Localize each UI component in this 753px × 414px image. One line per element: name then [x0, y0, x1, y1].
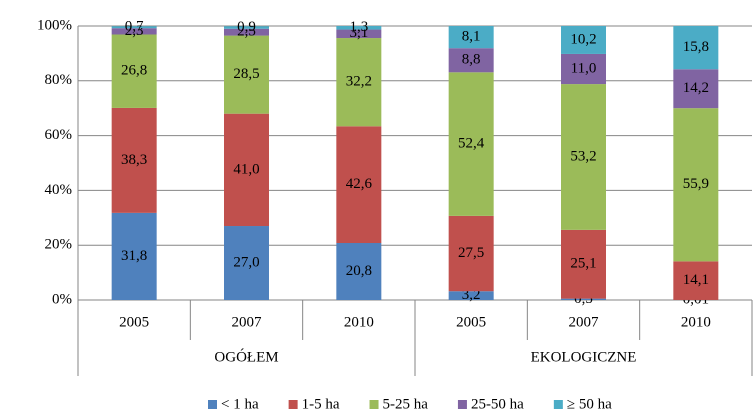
- value-label: 41,0: [233, 161, 259, 177]
- value-label: 10,2: [570, 31, 596, 47]
- value-label: 26,8: [121, 63, 147, 79]
- value-label: 42,6: [346, 176, 373, 192]
- bar-segment: [224, 26, 269, 29]
- legend-label: 25-50 ha: [471, 396, 524, 412]
- value-label: 38,3: [121, 152, 147, 168]
- legend-swatch: [208, 400, 217, 409]
- value-label: 0,9: [237, 19, 256, 35]
- value-label: 31,8: [121, 248, 147, 264]
- bar-segment: [561, 298, 606, 300]
- y-tick-label: 40%: [45, 182, 73, 198]
- bar-segment: [336, 126, 382, 244]
- value-label: 25,1: [570, 256, 596, 272]
- bar-segment: [561, 26, 606, 54]
- bar-segment: [561, 229, 606, 299]
- legend-label: 1-5 ha: [302, 396, 340, 412]
- bar-segment: [673, 261, 719, 300]
- y-tick-label: 80%: [45, 72, 73, 88]
- bar-segment: [448, 291, 494, 300]
- value-label: 15,8: [683, 39, 709, 55]
- value-label: 27,5: [458, 245, 484, 261]
- legend-swatch: [457, 400, 467, 409]
- x-tick-label: 2010: [681, 314, 711, 330]
- value-label: 14,1: [683, 272, 709, 288]
- legend-swatch: [288, 400, 298, 409]
- bar-segment: [111, 34, 157, 108]
- value-label: 8,8: [462, 52, 481, 68]
- value-label: 0,7: [125, 19, 144, 35]
- bar-segment: [561, 84, 606, 230]
- bar-segment: [224, 28, 269, 36]
- value-label: 52,4: [458, 136, 485, 152]
- bar-segment: [336, 29, 382, 39]
- legend-label: < 1 ha: [221, 396, 259, 412]
- value-label: 28,5: [233, 66, 259, 82]
- bar-segment: [111, 212, 157, 300]
- value-label: 11,0: [571, 60, 597, 76]
- bar-segment: [448, 72, 494, 216]
- bar-segment: [673, 108, 719, 262]
- bar-segment: [448, 26, 494, 49]
- y-tick-label: 20%: [45, 237, 73, 253]
- bar-segment: [111, 107, 157, 213]
- legend-label: 5-25 ha: [383, 396, 429, 412]
- y-tick-label: 60%: [45, 127, 73, 143]
- value-label: 32,2: [346, 74, 372, 90]
- x-tick-label: 2005: [456, 314, 486, 330]
- value-label: 27,0: [233, 254, 259, 270]
- value-label: 20,8: [346, 263, 372, 279]
- group-label: OGÓŁEM: [214, 348, 278, 365]
- value-label: 55,9: [683, 176, 709, 192]
- x-tick-label: 2007: [569, 314, 600, 330]
- value-label: 53,2: [570, 148, 596, 164]
- bar-segment: [673, 25, 719, 70]
- bar-segment: [111, 26, 157, 29]
- x-tick-label: 2007: [232, 314, 263, 330]
- legend-label: ≥ 50 ha: [567, 396, 612, 412]
- bar-segment: [561, 53, 606, 85]
- bar-segment: [448, 48, 494, 73]
- y-tick-label: 100%: [37, 17, 72, 33]
- bar-segment: [448, 215, 494, 292]
- y-tick-label: 0%: [52, 291, 72, 307]
- bar-segment: [336, 26, 382, 30]
- value-label: 1,3: [349, 19, 368, 35]
- bar-segment: [111, 28, 157, 35]
- bar-segment: [336, 243, 382, 300]
- bar-segment: [224, 226, 269, 300]
- legend-swatch: [369, 400, 379, 409]
- bar-segment: [336, 38, 382, 127]
- x-tick-label: 2005: [119, 314, 149, 330]
- value-label: 8,1: [462, 29, 481, 45]
- bar-segment: [673, 69, 719, 109]
- value-label: 14,2: [683, 80, 709, 96]
- bar-segment: [224, 113, 269, 227]
- bar-segment: [224, 35, 269, 114]
- x-tick-label: 2010: [344, 314, 374, 330]
- group-label: EKOLOGICZNE: [531, 349, 637, 365]
- legend-swatch: [553, 400, 563, 409]
